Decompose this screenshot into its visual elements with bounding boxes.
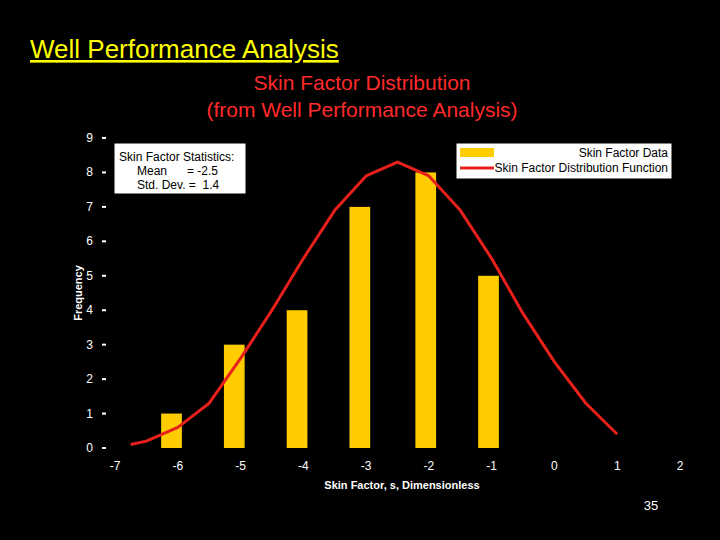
y-tick-label: 7 bbox=[86, 200, 93, 214]
chart-subtitle: (from Well Performance Analysis) bbox=[206, 98, 517, 121]
stats-text: Std. Dev. = 1.4 bbox=[137, 178, 219, 192]
bar bbox=[287, 310, 308, 448]
stats-box bbox=[114, 143, 246, 194]
x-tick bbox=[617, 449, 618, 451]
x-tick bbox=[303, 449, 304, 451]
y-tick-label: 5 bbox=[86, 269, 93, 283]
x-tick bbox=[428, 449, 429, 451]
legend-swatch bbox=[460, 148, 494, 157]
y-tick bbox=[102, 413, 106, 415]
legend-box bbox=[456, 143, 672, 179]
x-tick-label: -7 bbox=[110, 459, 121, 473]
y-axis-label: Frequency bbox=[72, 264, 84, 321]
y-tick bbox=[102, 378, 106, 380]
y-tick-label: 4 bbox=[86, 303, 93, 317]
x-tick bbox=[115, 449, 116, 451]
y-tick bbox=[102, 171, 106, 173]
y-tick bbox=[102, 309, 106, 311]
slide: Well Performance Analysis Skin Factor Dis… bbox=[0, 0, 720, 540]
bar bbox=[349, 207, 370, 448]
bar bbox=[478, 276, 499, 448]
distribution-line bbox=[131, 162, 618, 444]
x-tick-label: -6 bbox=[172, 459, 183, 473]
x-tick bbox=[554, 449, 555, 451]
x-tick-label: -4 bbox=[298, 459, 309, 473]
bar bbox=[415, 172, 436, 448]
legend-label: Skin Factor Distribution Function bbox=[495, 161, 668, 175]
stats-text: Mean = -2.5 bbox=[137, 164, 218, 178]
x-axis-label: Skin Factor, s, Dimensionless bbox=[324, 479, 479, 491]
x-tick-label: -3 bbox=[361, 459, 372, 473]
y-tick bbox=[102, 275, 106, 277]
x-tick-label: 0 bbox=[551, 459, 558, 473]
bar bbox=[224, 345, 245, 448]
y-tick bbox=[102, 344, 106, 346]
y-tick-label: 1 bbox=[86, 407, 93, 421]
legend-swatch bbox=[460, 167, 494, 170]
x-tick bbox=[491, 449, 492, 451]
y-tick bbox=[102, 240, 106, 242]
y-tick bbox=[102, 447, 106, 449]
y-tick-label: 0 bbox=[86, 441, 93, 455]
y-tick bbox=[102, 206, 106, 208]
x-tick-label: 2 bbox=[677, 459, 684, 473]
plot-marks bbox=[131, 162, 618, 448]
x-tick bbox=[177, 449, 178, 451]
stats-text: Skin Factor Statistics: bbox=[119, 150, 234, 164]
x-tick-label: -1 bbox=[486, 459, 497, 473]
page-number: 35 bbox=[644, 498, 658, 513]
x-tick-label: -5 bbox=[235, 459, 246, 473]
x-tick-label: -2 bbox=[424, 459, 435, 473]
x-tick-label: 1 bbox=[614, 459, 621, 473]
y-tick-label: 6 bbox=[86, 234, 93, 248]
y-tick-label: 2 bbox=[86, 372, 93, 386]
y-tick-label: 8 bbox=[86, 165, 93, 179]
y-tick-label: 3 bbox=[86, 338, 93, 352]
x-tick bbox=[680, 449, 681, 451]
legend-label: Skin Factor Data bbox=[579, 146, 669, 160]
chart-title: Skin Factor Distribution bbox=[253, 71, 470, 94]
x-tick bbox=[240, 449, 241, 451]
y-tick-label: 9 bbox=[86, 131, 93, 145]
x-tick bbox=[366, 449, 367, 451]
y-tick bbox=[102, 137, 106, 139]
slide-title: Well Performance Analysis bbox=[30, 34, 339, 64]
